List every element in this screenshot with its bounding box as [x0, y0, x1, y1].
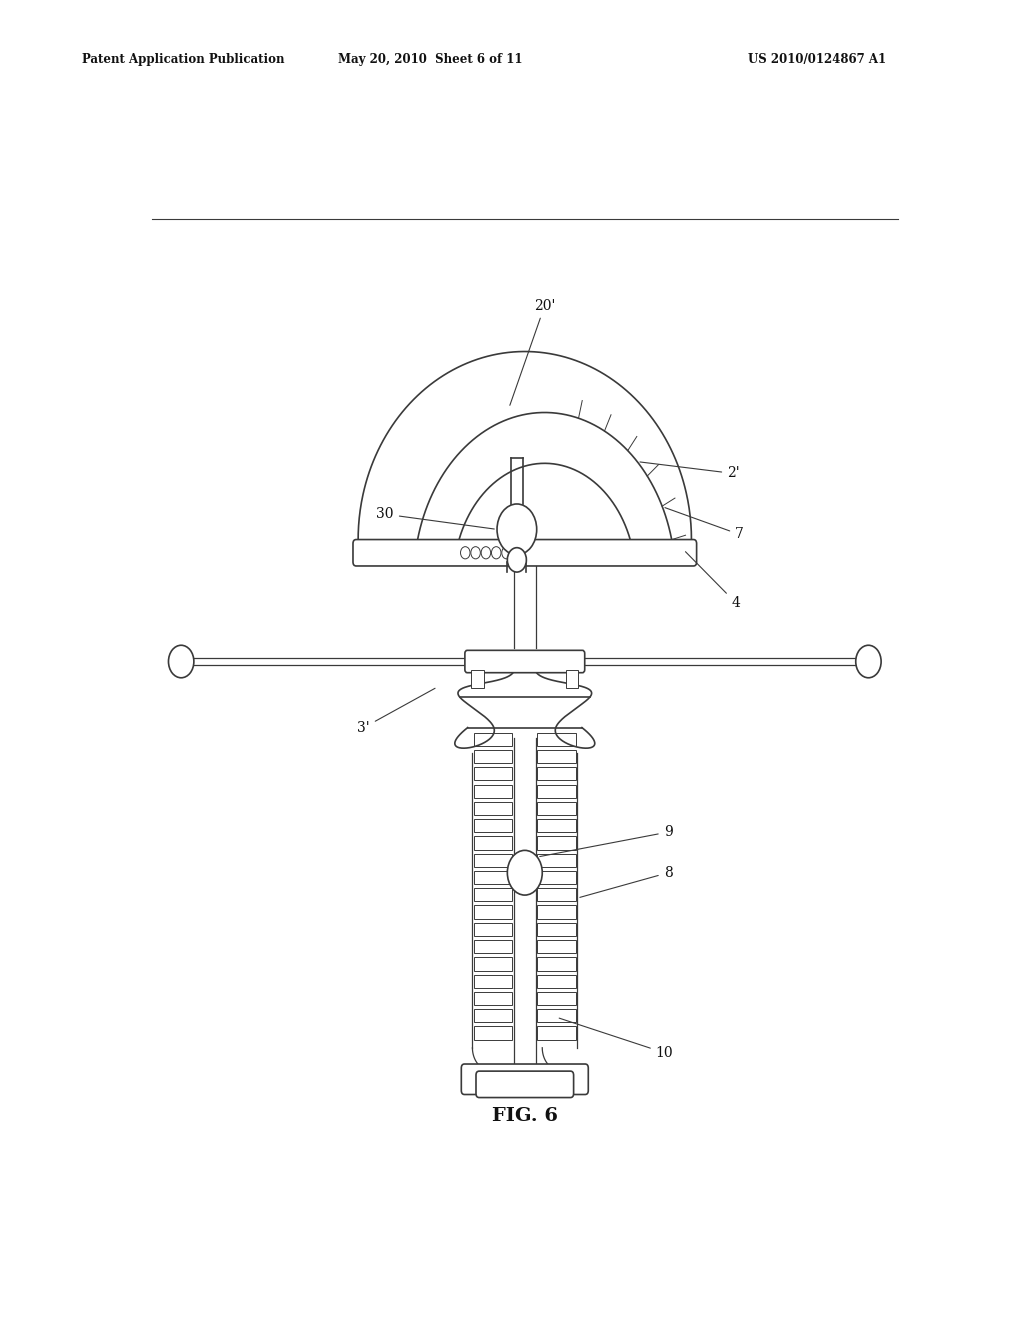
Text: Patent Application Publication: Patent Application Publication: [82, 53, 285, 66]
Bar: [565, 669, 579, 688]
Text: FIG. 6: FIG. 6: [492, 1107, 558, 1125]
Text: 3': 3': [357, 688, 435, 735]
Bar: [538, 906, 575, 919]
Bar: [538, 974, 575, 987]
Circle shape: [481, 546, 490, 558]
FancyBboxPatch shape: [353, 540, 696, 566]
Bar: [474, 991, 512, 1005]
Text: 7: 7: [665, 508, 744, 541]
Bar: [538, 837, 575, 850]
Bar: [474, 888, 512, 902]
Bar: [474, 801, 512, 814]
Text: 20': 20': [510, 298, 555, 405]
Circle shape: [471, 546, 480, 558]
Bar: [474, 767, 512, 780]
Bar: [538, 957, 575, 970]
Bar: [474, 733, 512, 746]
Circle shape: [856, 645, 881, 677]
Text: 10: 10: [559, 1018, 674, 1060]
Bar: [538, 1008, 575, 1022]
Text: US 2010/0124867 A1: US 2010/0124867 A1: [748, 53, 886, 66]
Bar: [538, 733, 575, 746]
Bar: [474, 784, 512, 797]
Circle shape: [461, 546, 470, 558]
FancyBboxPatch shape: [476, 1071, 573, 1097]
Circle shape: [497, 504, 537, 554]
Bar: [471, 669, 484, 688]
Bar: [538, 991, 575, 1005]
Bar: [538, 818, 575, 833]
Bar: [538, 784, 575, 797]
Circle shape: [512, 546, 521, 558]
Bar: [474, 837, 512, 850]
Polygon shape: [514, 727, 536, 1073]
Text: 8: 8: [580, 866, 673, 898]
Text: 9: 9: [540, 825, 673, 857]
Text: 30: 30: [377, 507, 495, 529]
Bar: [474, 957, 512, 970]
Bar: [474, 871, 512, 884]
Circle shape: [492, 546, 501, 558]
Bar: [474, 923, 512, 936]
Circle shape: [507, 850, 543, 895]
Text: 2': 2': [640, 462, 739, 480]
Bar: [474, 818, 512, 833]
Bar: [474, 906, 512, 919]
Bar: [538, 801, 575, 814]
Circle shape: [507, 548, 526, 572]
Circle shape: [169, 645, 194, 677]
Bar: [474, 1027, 512, 1040]
Text: 4: 4: [685, 552, 740, 610]
Text: May 20, 2010  Sheet 6 of 11: May 20, 2010 Sheet 6 of 11: [338, 53, 522, 66]
Bar: [538, 1027, 575, 1040]
Bar: [474, 1008, 512, 1022]
Bar: [538, 923, 575, 936]
FancyBboxPatch shape: [465, 651, 585, 673]
Circle shape: [502, 546, 511, 558]
Bar: [538, 871, 575, 884]
Bar: [538, 888, 575, 902]
Bar: [474, 854, 512, 867]
Bar: [474, 940, 512, 953]
Bar: [474, 750, 512, 763]
Bar: [474, 974, 512, 987]
Bar: [538, 750, 575, 763]
Bar: [538, 854, 575, 867]
Bar: [538, 940, 575, 953]
Bar: [538, 767, 575, 780]
FancyBboxPatch shape: [461, 1064, 588, 1094]
